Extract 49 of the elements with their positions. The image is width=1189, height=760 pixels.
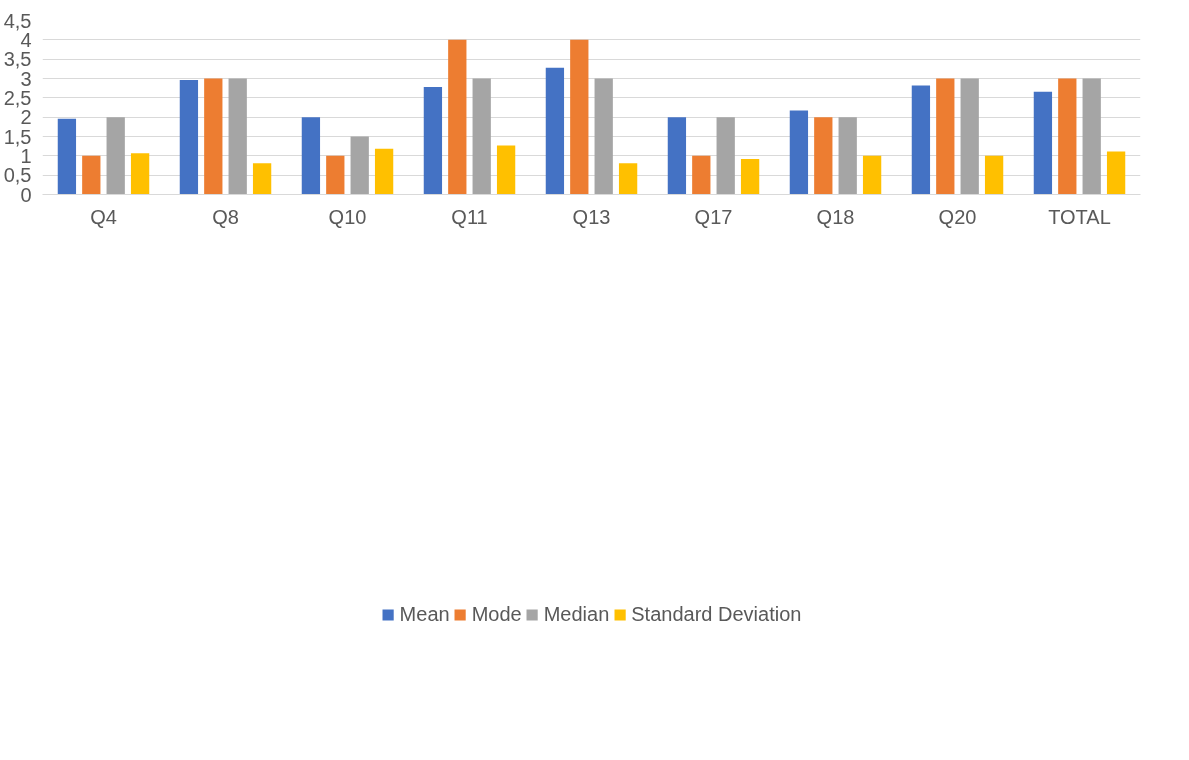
bar	[228, 78, 247, 195]
x-tick-label: Q10	[328, 205, 367, 228]
legend-label: Median	[543, 602, 610, 626]
x-tick-label: Q11	[451, 205, 488, 228]
x-tick-label: Q8	[212, 205, 239, 228]
bar	[1058, 78, 1077, 195]
bar	[814, 117, 833, 195]
bar	[594, 78, 613, 195]
bar	[667, 117, 687, 195]
bar	[179, 80, 199, 195]
bar	[130, 153, 150, 195]
bar	[472, 78, 491, 195]
bar	[350, 136, 369, 195]
bar	[789, 110, 809, 195]
x-tick-label: Q4	[90, 205, 117, 228]
x-tick-label: TOTAL	[1048, 205, 1111, 228]
bar	[545, 67, 565, 195]
legend-label: Mean	[399, 602, 450, 626]
x-tick-label: Q13	[572, 205, 611, 228]
bar	[911, 85, 931, 195]
bar	[936, 78, 955, 195]
bar	[252, 163, 272, 195]
bar	[740, 158, 760, 195]
bar	[692, 155, 711, 195]
bar	[960, 78, 979, 195]
legend-label: Mode	[471, 602, 522, 626]
bar	[204, 78, 223, 195]
bar	[838, 117, 857, 195]
bar	[862, 155, 882, 195]
bar	[496, 145, 516, 195]
bar	[1082, 78, 1101, 195]
bar	[301, 117, 321, 195]
x-tick-label: Q18	[816, 205, 855, 228]
x-tick-label: Q17	[694, 205, 733, 228]
bar	[374, 148, 394, 195]
bar	[106, 117, 125, 195]
bar	[984, 155, 1004, 195]
bar	[57, 118, 77, 195]
bar	[716, 117, 735, 195]
bar	[618, 163, 638, 195]
bar	[448, 39, 467, 195]
bar	[1033, 91, 1053, 195]
bar	[326, 155, 345, 195]
bar	[1106, 151, 1126, 195]
bar	[423, 87, 443, 195]
bar	[570, 39, 589, 195]
x-tick-label: Q20	[938, 205, 977, 228]
bar	[82, 155, 101, 195]
legend-label: Standard Deviation	[631, 602, 802, 626]
